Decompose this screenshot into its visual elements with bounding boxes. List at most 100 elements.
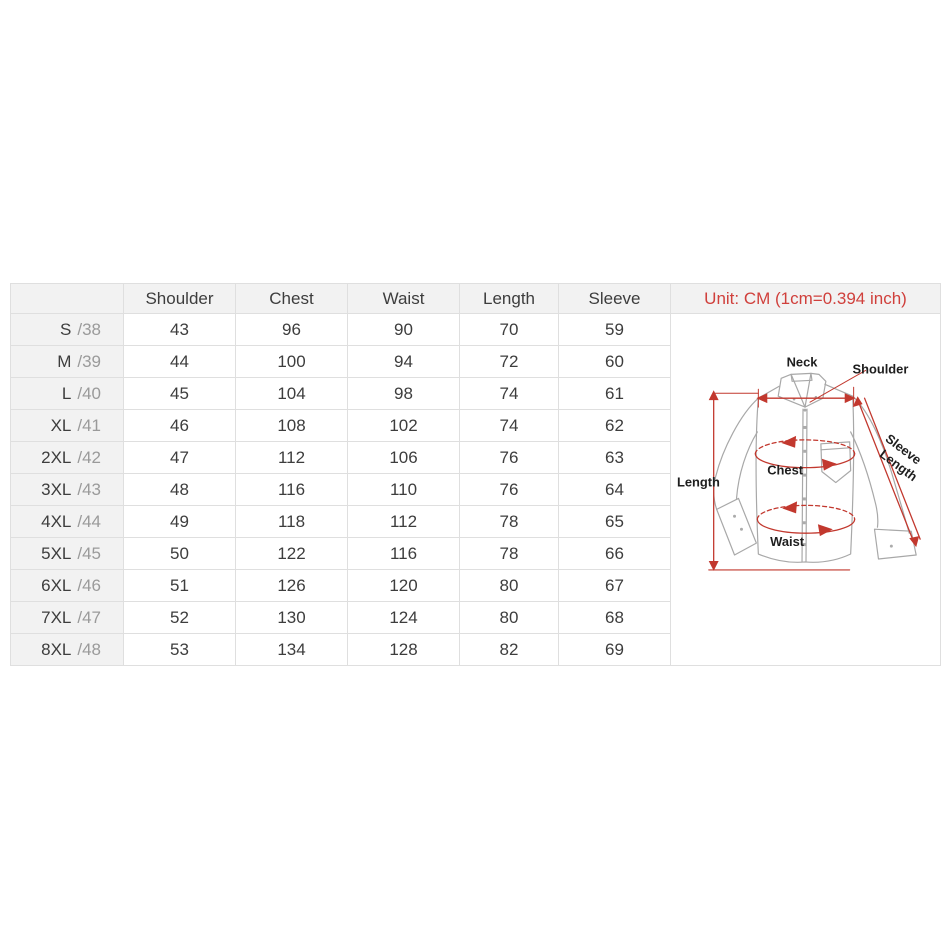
size-code: M (57, 351, 72, 371)
sleeve-measure-line-1 (857, 401, 915, 544)
size-label-cell: 3XL/43 (11, 474, 124, 506)
measurement-value-cell: 68 (559, 602, 671, 634)
measurement-value-cell: 78 (460, 538, 559, 570)
size-code: 2XL (41, 447, 72, 467)
size-euro-tag: /44 (77, 511, 101, 531)
shoulder-label: Shoulder (853, 361, 909, 376)
left-sleeve-inner (735, 431, 758, 500)
measurement-value-cell: 74 (460, 378, 559, 410)
measurement-value-cell: 61 (559, 378, 671, 410)
chest-ellipse-front (754, 453, 856, 469)
size-euro-tag: /43 (77, 479, 101, 499)
measurement-value-cell: 108 (236, 410, 348, 442)
size-chart-grid: Unit: CM (1cm=0.394 inch) (10, 283, 941, 666)
chest-arrow-left (781, 435, 797, 448)
size-label-cell: 7XL/47 (11, 602, 124, 634)
right-cuff (873, 528, 917, 560)
length-label: Length (677, 475, 720, 490)
column-header: Chest (236, 284, 348, 314)
size-code: 3XL (41, 479, 72, 499)
measurement-value-cell: 98 (348, 378, 460, 410)
shoulder-arrow-left (756, 393, 768, 404)
size-euro-tag: /41 (77, 415, 101, 435)
size-code: S (60, 319, 72, 339)
measurement-value-cell: 80 (460, 602, 559, 634)
shirt-measurement-diagram: Neck Shoulder Length Chest Waist Sleeve … (677, 354, 930, 571)
waist-ellipse-back (756, 504, 856, 520)
pocket-stitch (820, 447, 851, 451)
measurement-value-cell: 76 (460, 442, 559, 474)
measurement-value-cell: 67 (559, 570, 671, 602)
column-header: Waist (348, 284, 460, 314)
shirt-buttons (733, 395, 893, 548)
size-euro-tag: /38 (77, 319, 101, 339)
measurement-value-cell: 128 (348, 634, 460, 666)
chest-label: Chest (767, 463, 804, 478)
chest-ellipse-back (754, 439, 856, 455)
waist-arrow-right (817, 524, 833, 537)
sleeve-measure-line-2 (863, 397, 921, 540)
right-sleeve-outer (852, 395, 910, 534)
shoulder-seam-right (824, 383, 854, 397)
measurement-value-cell: 66 (559, 538, 671, 570)
right-sleeve-inner (850, 431, 879, 528)
sleeve-length-label: Sleeve Length (873, 431, 930, 484)
measurement-value-cell: 76 (460, 474, 559, 506)
measurement-value-cell: 60 (559, 346, 671, 378)
measurement-value-cell: 52 (124, 602, 236, 634)
measurement-value-cell: 116 (236, 474, 348, 506)
size-code: 8XL (41, 639, 72, 659)
waist-arrow-left (782, 501, 798, 514)
size-label-cell: 6XL/46 (11, 570, 124, 602)
measurement-lines (708, 369, 921, 571)
size-euro-tag: /45 (77, 543, 101, 563)
measurement-value-cell: 43 (124, 314, 236, 346)
measurement-value-cell: 74 (460, 410, 559, 442)
size-code: L (61, 383, 72, 403)
measurement-value-cell: 110 (348, 474, 460, 506)
measurement-value-cell: 94 (348, 346, 460, 378)
size-code: XL (50, 415, 72, 435)
sleeve-arrow-top (852, 396, 863, 408)
size-label-cell: M/39 (11, 346, 124, 378)
measurement-value-cell: 69 (559, 634, 671, 666)
measurement-value-cell: 106 (348, 442, 460, 474)
collar-right (804, 372, 827, 408)
measurement-value-cell: 45 (124, 378, 236, 410)
measurement-value-cell: 64 (559, 474, 671, 506)
size-euro-tag: /42 (77, 447, 101, 467)
unit-note: Unit: CM (1cm=0.394 inch) (671, 284, 941, 314)
length-arrow-bottom (708, 560, 719, 571)
measurement-value-cell: 126 (236, 570, 348, 602)
column-header: Shoulder (124, 284, 236, 314)
left-cuff (716, 497, 757, 556)
measurement-value-cell: 104 (236, 378, 348, 410)
size-label-cell: L/40 (11, 378, 124, 410)
size-euro-tag: /46 (77, 575, 101, 595)
shirt-outline (713, 372, 917, 563)
measurement-value-cell: 96 (236, 314, 348, 346)
measurement-value-cell: 102 (348, 410, 460, 442)
size-label-cell: 5XL/45 (11, 538, 124, 570)
sleeve-arrow-bottom (909, 536, 920, 548)
size-label-cell: 4XL/44 (11, 506, 124, 538)
measurement-value-cell: 120 (348, 570, 460, 602)
measurement-value-cell: 47 (124, 442, 236, 474)
left-sleeve-outer (713, 397, 759, 510)
neck-label: Neck (787, 354, 819, 369)
size-label-cell: S/38 (11, 314, 124, 346)
size-code: 4XL (41, 511, 72, 531)
measurement-value-cell: 62 (559, 410, 671, 442)
size-code: 7XL (41, 607, 72, 627)
measurement-value-cell: 112 (348, 506, 460, 538)
measurement-value-cell: 63 (559, 442, 671, 474)
size-euro-tag: /47 (77, 607, 101, 627)
measurement-value-cell: 82 (460, 634, 559, 666)
diagram-cell: Neck Shoulder Length Chest Waist Sleeve … (671, 314, 941, 666)
size-label-cell: 8XL/48 (11, 634, 124, 666)
length-arrow-top (708, 390, 719, 401)
measurement-value-cell: 118 (236, 506, 348, 538)
size-label-cell: XL/41 (11, 410, 124, 442)
shoulder-arrow-right (844, 393, 856, 404)
measurement-value-cell: 124 (348, 602, 460, 634)
